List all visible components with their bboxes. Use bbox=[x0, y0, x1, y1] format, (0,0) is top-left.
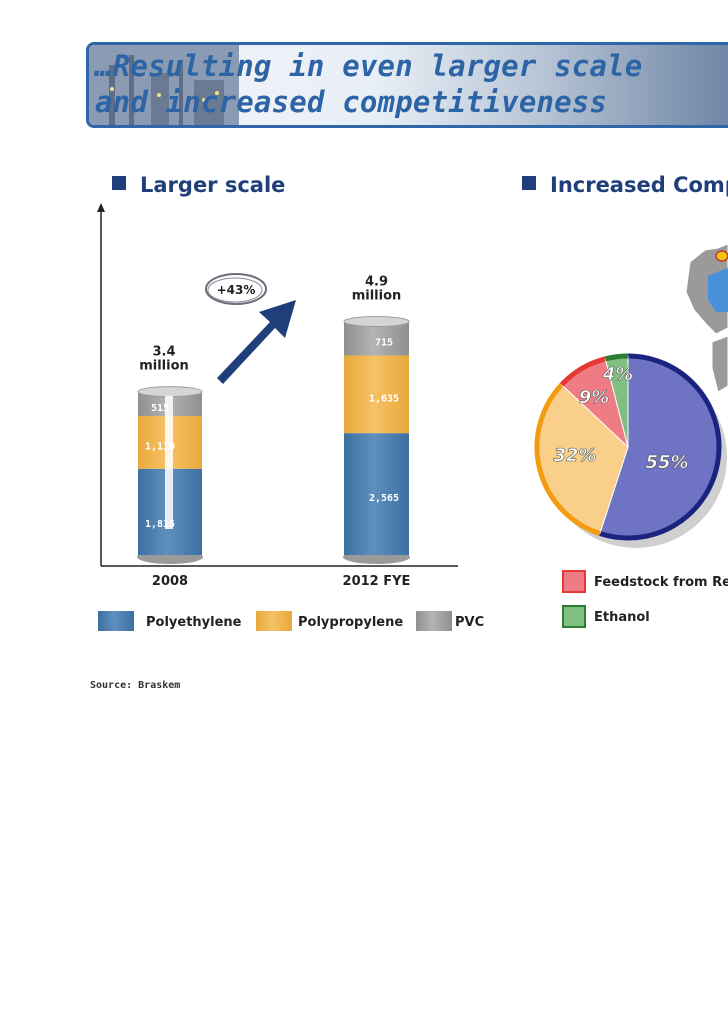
pie-rim-32 bbox=[534, 382, 601, 536]
pie-label-4: 4% bbox=[602, 364, 634, 385]
growth-circle-inner bbox=[207, 277, 263, 303]
legend-swatch-polypropylene bbox=[256, 611, 292, 631]
x-tick-label: 2008 bbox=[152, 574, 188, 589]
legend-label-polypropylene: Polypropylene bbox=[298, 615, 403, 630]
pie-legend-label: Ethanol bbox=[594, 610, 650, 625]
section-heading-competitiveness: Increased Comp bbox=[522, 173, 728, 197]
growth-circle bbox=[205, 273, 267, 305]
pie-rim-4 bbox=[604, 353, 629, 362]
growth-arrow-icon bbox=[217, 300, 296, 384]
title-banner: …Resulting in even larger scale and incr… bbox=[86, 42, 728, 128]
bar-total-unit: million bbox=[139, 359, 189, 374]
legend-swatch-polyethylene bbox=[98, 611, 134, 631]
refinery-photo bbox=[89, 45, 239, 125]
pie-legend-swatch bbox=[562, 605, 586, 628]
bar-segment-pvc-2012-fye bbox=[344, 321, 409, 356]
page-title-line-1: …Resulting in even larger scale bbox=[95, 49, 643, 83]
legend-label-polyethylene: Polyethylene bbox=[146, 615, 242, 630]
legend-swatch-pvc bbox=[416, 611, 452, 631]
bar-value-label: 1,635 bbox=[369, 393, 399, 404]
pie-rim-55 bbox=[599, 353, 722, 541]
y-axis-arrow-icon bbox=[97, 203, 105, 212]
bar-value-label: 2,565 bbox=[369, 493, 399, 504]
source-note: Source: Braskem bbox=[90, 680, 181, 691]
map-region-blue bbox=[708, 268, 728, 312]
map-lower-shape bbox=[711, 335, 728, 393]
pie-label-9: 9% bbox=[579, 387, 610, 408]
bar-segment-polyethylene-2012-fye bbox=[344, 433, 409, 555]
bar-top-cap bbox=[343, 316, 410, 328]
bar-total-unit: million bbox=[352, 289, 402, 304]
map-marker-icon bbox=[715, 250, 728, 262]
pie-legend-swatch bbox=[562, 570, 586, 593]
bar-value-label: 1,815 bbox=[145, 519, 175, 530]
bar-value-label: 715 bbox=[375, 338, 393, 349]
bar-value-label: 515 bbox=[151, 403, 169, 414]
bar-value-label: 1,110 bbox=[145, 441, 175, 452]
growth-label: +43% bbox=[217, 283, 256, 297]
pie-legend-label: Feedstock from Ref bbox=[594, 575, 728, 590]
bullet-square-icon bbox=[522, 176, 536, 190]
pie-label-55: 55% bbox=[645, 452, 688, 473]
x-tick-label: 2012 FYE bbox=[343, 574, 411, 589]
pie-label-32: 32% bbox=[553, 445, 596, 466]
bullet-square-icon bbox=[112, 176, 126, 190]
bar-top-cap bbox=[137, 386, 203, 398]
bar-highlight bbox=[165, 395, 173, 529]
legend-label-pvc: PVC bbox=[455, 615, 484, 630]
bar-total-value: 4.9 bbox=[365, 275, 388, 290]
pie-rim-9 bbox=[559, 356, 607, 387]
bar-segment-polypropylene-2012-fye bbox=[344, 355, 409, 434]
section-heading-larger-scale: Larger scale bbox=[112, 173, 285, 197]
page-title-line-2: and increased competitiveness bbox=[95, 85, 608, 119]
bar-total-value: 3.4 bbox=[152, 345, 175, 360]
